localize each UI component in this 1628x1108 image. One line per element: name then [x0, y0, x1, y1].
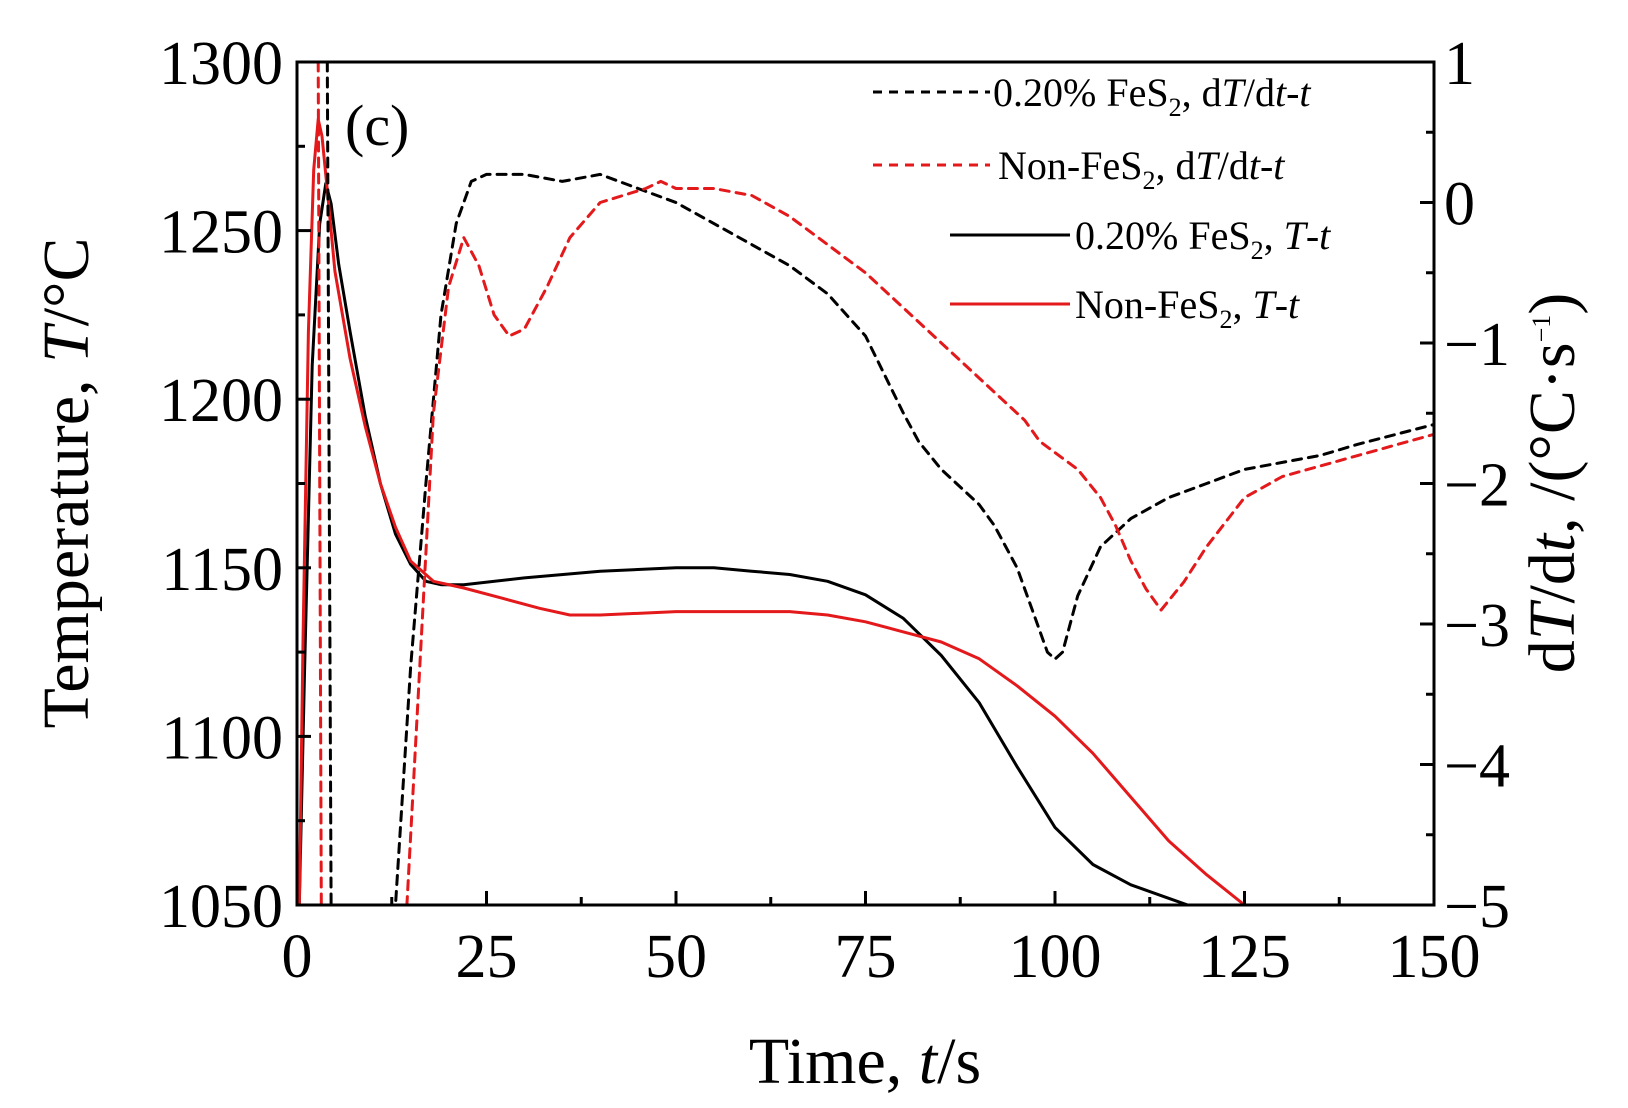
x-axis-title: Time, t/s	[749, 1025, 981, 1098]
x-tick-label: 150	[1388, 923, 1481, 991]
y-left-tick-label: 1200	[159, 367, 283, 435]
panel-label: (c)	[345, 93, 409, 158]
y-right-tick-label: −3	[1444, 592, 1510, 660]
y-right-tick-label: −1	[1444, 311, 1510, 379]
legend-label-non-T: Non-FeS2, T-t	[1075, 282, 1300, 334]
series-line-3	[316, 62, 1434, 905]
y-right-tick-label: −5	[1444, 873, 1510, 941]
series-layer	[297, 62, 1434, 905]
x-tick-label: 25	[456, 923, 518, 991]
y-left-tick-label: 1300	[159, 30, 283, 98]
y-left-tick-label: 1050	[159, 873, 283, 941]
y-right-tick-label: −4	[1444, 733, 1510, 801]
series-line-1	[297, 117, 1246, 905]
y-right-tick-label: −2	[1444, 452, 1510, 520]
legend-entry-fes2-dtdt: 0.20% FeS2, dT/dt-t	[873, 70, 1311, 122]
y-right-tick-label: 1	[1444, 30, 1475, 98]
legend-entry-non-T: Non-FeS2, T-t	[950, 282, 1300, 334]
x-tick-label: 75	[835, 923, 897, 991]
plot-frame	[295, 60, 1436, 907]
ticks-layer: 0 25 50 75 100 125 150 1050 1100 1150 1200 1250 1300…	[159, 30, 1510, 991]
legend-entry-fes2-T: 0.20% FeS2, T-t	[950, 213, 1331, 265]
series-line-0	[297, 181, 1190, 905]
y-left-axis-title: Temperature, T/°C	[30, 238, 103, 729]
legend-label-fes2-T: 0.20% FeS2, T-t	[1075, 213, 1331, 265]
x-tick-label: 50	[645, 923, 707, 991]
y-right-tick-label: 0	[1444, 171, 1475, 239]
x-tick-label: 0	[282, 923, 313, 991]
series-line-2	[325, 62, 1434, 905]
y-left-tick-label: 1150	[161, 536, 283, 604]
legend-label-non-dtdt: Non-FeS2, dT/dt-t	[998, 143, 1285, 195]
y-right-axis-title: dT/dt, /(°C·s−1)	[1516, 293, 1589, 673]
y-left-tick-label: 1250	[159, 199, 283, 267]
legend-label-fes2-dtdt: 0.20% FeS2, dT/dt-t	[993, 70, 1311, 122]
legend: 0.20% FeS2, dT/dt-t Non-FeS2, dT/dt-t 0.…	[873, 70, 1331, 334]
x-tick-label: 100	[1009, 923, 1102, 991]
y-left-tick-label: 1100	[161, 704, 283, 772]
x-tick-label: 125	[1198, 923, 1291, 991]
legend-entry-non-dtdt: Non-FeS2, dT/dt-t	[873, 143, 1285, 195]
